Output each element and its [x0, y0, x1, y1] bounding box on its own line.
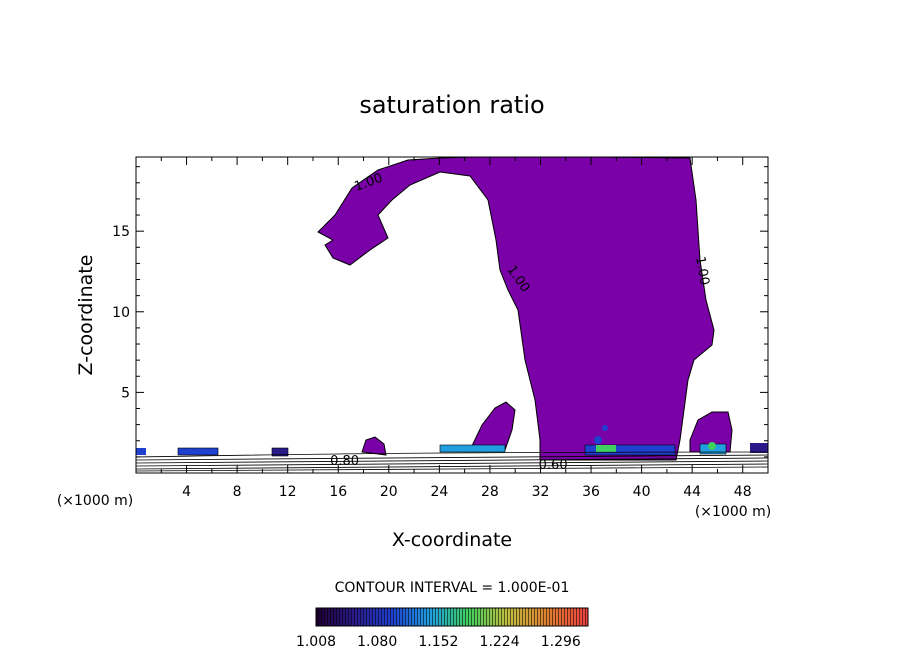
contour-label: 0.80	[330, 454, 359, 469]
colorbar-tick-label: 1.224	[480, 634, 520, 650]
y-tick-label: 10	[112, 305, 130, 321]
colorbar-tick-label: 1.152	[418, 634, 458, 650]
x-tick-label: 24	[430, 484, 448, 500]
x-tick-label: 44	[683, 484, 701, 500]
cloud-core-2	[602, 425, 608, 431]
contour-label: 0.60	[539, 458, 568, 473]
x-tick-label: 20	[380, 484, 398, 500]
x-tick-label: 12	[279, 484, 297, 500]
cloud-core-3	[708, 442, 716, 450]
colorbar-tick-label: 1.080	[357, 634, 397, 650]
low-cloud-band-4	[584, 444, 676, 456]
y-ticks: 5 10 15	[112, 166, 768, 458]
x-tick-label: 40	[633, 484, 651, 500]
low-cloud-band-5	[596, 445, 616, 452]
x-tick-label: 48	[734, 484, 752, 500]
y-tick-label: 5	[121, 385, 130, 401]
saturated-region-cell-28	[469, 401, 516, 451]
colorbar-tick-label: 1.008	[296, 634, 336, 650]
contour-label: 1.00	[692, 255, 712, 286]
y-tick-label: 15	[112, 224, 130, 240]
x-axis-label: X-coordinate	[392, 529, 512, 551]
low-cloud-band-3	[439, 444, 506, 453]
x-tick-label: 4	[182, 484, 191, 500]
chart-title: saturation ratio	[359, 91, 544, 119]
low-cloud-band-2	[271, 447, 289, 457]
x-tick-label: 16	[329, 484, 347, 500]
x-tick-label: 32	[532, 484, 550, 500]
colorbar-stripes	[316, 608, 588, 626]
colorbar-ticks: 1.008 1.080 1.152 1.224 1.296	[296, 634, 581, 650]
colorbar-tick-label: 1.296	[541, 634, 581, 650]
plot-frame	[135, 156, 769, 474]
contour-interval-label: CONTOUR INTERVAL = 1.000E-01	[335, 580, 570, 596]
saturated-region-cell-19	[361, 436, 387, 456]
y-axis-label: Z-coordinate	[75, 255, 97, 376]
x-ticks: 4 8 12 16 20 24 28 32 36 40 44 48	[160, 157, 752, 500]
x-tick-label: 8	[233, 484, 242, 500]
low-cloud-band-7	[136, 448, 146, 455]
cloud-core-1	[594, 436, 602, 444]
saturated-region-main	[317, 157, 715, 461]
contour-field	[136, 157, 768, 472]
x-tick-label: 36	[582, 484, 600, 500]
x-unit-right: (×1000 m)	[695, 504, 771, 520]
x-unit-left: (×1000 m)	[57, 493, 133, 509]
low-cloud-band-8	[750, 443, 768, 453]
low-cloud-band-1	[177, 447, 219, 456]
x-tick-label: 28	[481, 484, 499, 500]
